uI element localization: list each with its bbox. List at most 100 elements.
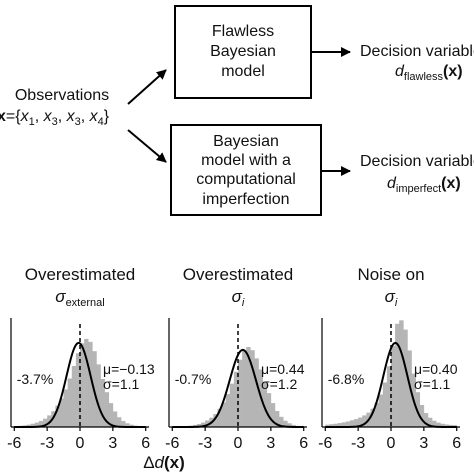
imperfect-model-box — [170, 124, 322, 216]
flawless-box-line-1: Flawless — [212, 23, 274, 40]
x-tick-label: 6 — [452, 435, 461, 452]
mu-annotation: μ=0.44 — [261, 361, 305, 377]
imperfect-output-symbol: dimperfect(x) — [387, 175, 461, 195]
panel-title-symbol: σexternal — [55, 287, 104, 309]
panel-title: Overestimated — [25, 265, 136, 284]
histogram-bar — [419, 404, 425, 427]
histogram-bar — [121, 420, 126, 427]
histogram-bar — [59, 398, 64, 427]
histogram-bar — [43, 418, 48, 427]
histogram-panels: Overestimated σexternal -6 -3 0 3 6 -3.7% μ=−0.1… — [7, 265, 461, 452]
percent-annotation: -3.7% — [17, 371, 54, 387]
histogram-bar — [225, 394, 231, 427]
histogram-bar — [75, 353, 81, 427]
observations-formula: x={x1, x3, x3, x4} — [0, 108, 110, 128]
histogram-bar — [270, 403, 276, 427]
histogram-bar — [279, 416, 284, 427]
x-tick-label: -6 — [7, 435, 21, 452]
histogram-bar — [100, 378, 105, 427]
x-tick-label: 3 — [266, 435, 275, 452]
histogram-bar — [125, 423, 130, 427]
histogram-bar — [246, 346, 251, 427]
histogram-bar — [358, 417, 363, 427]
x-tick-label: -6 — [165, 435, 179, 452]
panel-title: Noise on — [357, 265, 424, 284]
histogram-bar — [370, 408, 375, 427]
histogram-bar — [217, 408, 222, 427]
histogram-bar — [63, 389, 68, 427]
histogram-bar — [432, 420, 437, 427]
histogram-bar — [444, 424, 449, 427]
histogram-bar — [403, 329, 408, 427]
histogram-bar — [440, 423, 445, 427]
x-tick-label: 3 — [108, 435, 117, 452]
panel-title-symbol: σi — [232, 287, 245, 309]
flawless-model-box — [174, 5, 312, 99]
histogram-bar — [88, 341, 93, 427]
x-tick-label: 0 — [76, 435, 85, 452]
histogram-bar — [378, 394, 384, 427]
sigma-annotation: σ=1.2 — [261, 376, 297, 392]
histogram-bar — [116, 417, 122, 427]
mu-annotation: μ=−0.13 — [103, 361, 155, 377]
histogram-bar — [238, 359, 243, 427]
histogram-bar — [283, 420, 288, 427]
histogram-bar — [55, 405, 60, 427]
histogram-bar — [354, 419, 359, 427]
histogram-bar — [423, 413, 429, 427]
histogram-bar — [38, 420, 44, 427]
observations-label: Observations — [15, 87, 109, 104]
histogram-bar — [67, 378, 73, 427]
histogram-panel: Overestimated σexternal -6 -3 0 3 6 -3.7% μ=−0.1… — [7, 265, 155, 452]
x-tick-label: 3 — [419, 435, 428, 452]
histogram-bar — [427, 417, 433, 427]
histogram-bar — [201, 422, 206, 427]
histogram-bar — [229, 383, 235, 427]
shared-x-axis-label: Δd(x) — [143, 453, 185, 472]
histogram-bar — [262, 381, 268, 427]
histogram-bar — [448, 424, 453, 427]
histogram-bar — [213, 414, 218, 427]
histogram-bar — [329, 424, 334, 427]
arrow-to-flawless — [127, 69, 167, 105]
percent-annotation: -0.7% — [175, 371, 212, 387]
x-tick-label: -3 — [351, 435, 365, 452]
flawless-output-label: Decision variable — [360, 43, 474, 60]
histogram-panel: Noise on σi -6 -3 0 3 6 -6.8% μ=0.40σ=1.1 — [318, 265, 461, 452]
histogram-bar — [108, 403, 114, 427]
percent-annotation: -6.8% — [328, 371, 365, 387]
histogram-bar — [233, 371, 239, 427]
imperfect-box-line-3: computational — [196, 171, 296, 188]
histogram-bar — [242, 350, 247, 427]
histogram-bar — [84, 338, 89, 427]
histogram-bar — [395, 323, 400, 427]
histogram-bar — [345, 421, 351, 427]
flawless-box-line-3: model — [221, 63, 265, 80]
mu-annotation: μ=0.40 — [414, 361, 458, 377]
imperfect-box-line-4: imperfection — [202, 191, 289, 208]
histogram-bar — [129, 424, 134, 427]
histogram-bar — [205, 420, 210, 427]
x-tick-label: 6 — [141, 435, 150, 452]
histogram-bar — [96, 364, 101, 427]
histogram-bar — [71, 366, 77, 427]
imperfect-box-line-1: Bayesian — [213, 133, 279, 150]
histogram-bar — [274, 410, 280, 427]
histogram-bar — [333, 423, 338, 427]
histogram-bar — [34, 422, 40, 427]
sigma-annotation: σ=1.1 — [103, 376, 139, 392]
histogram-bar — [80, 343, 85, 427]
histogram-bar — [26, 424, 32, 427]
histogram-bar — [436, 422, 441, 427]
histogram-bar — [254, 358, 259, 427]
x-tick-label: 0 — [387, 435, 396, 452]
arrow-to-imperfect — [127, 129, 167, 163]
histogram-bar — [266, 393, 272, 427]
histogram-bar — [30, 423, 36, 427]
imperfect-output-label: Decision variable — [360, 153, 474, 170]
model-diagram: Observations x={x1, x3, x3, x4} Flawless… — [0, 5, 474, 216]
histogram-bar — [399, 320, 404, 427]
histogram-bar — [374, 402, 379, 427]
imperfect-box-line-2: model with a — [201, 152, 291, 169]
histogram-bar — [386, 366, 392, 427]
